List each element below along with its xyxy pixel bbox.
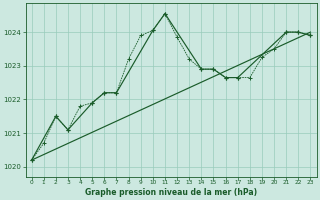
- X-axis label: Graphe pression niveau de la mer (hPa): Graphe pression niveau de la mer (hPa): [85, 188, 257, 197]
